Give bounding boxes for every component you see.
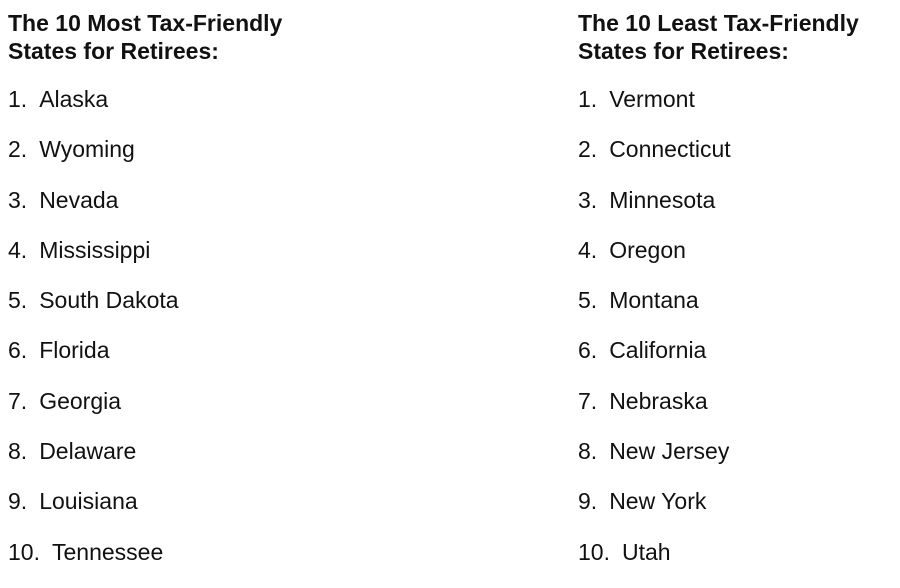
list-item: 10. Tennessee [8,538,282,588]
state-name: Montana [609,287,699,314]
state-name: Alaska [39,86,109,112]
rank-number: 10. [8,538,40,565]
rank-number: 3. [8,186,28,213]
rank-number: 9. [8,488,28,515]
state-name: New Jersey [609,438,730,465]
rank-number: 8. [578,438,598,465]
state-name: Delaware [39,438,137,465]
section-title: The 10 Least Tax-Friendly States for Ret… [578,9,859,65]
state-name: Wyoming [39,136,135,163]
title-line-1: The 10 Most Tax-Friendly [8,10,283,36]
state-name: Tennessee [51,538,164,565]
rank-number: 6. [8,337,28,364]
list-item: 5. Montana [578,286,859,336]
list-item: 8. Delaware [8,437,282,487]
list-item: 4. Mississippi [8,236,282,286]
list-item: 7. Georgia [8,387,282,437]
title-line-2: States for Retirees: [8,38,219,64]
list-item: 10. Utah [578,538,859,588]
section-title: The 10 Most Tax-Friendly States for Reti… [8,9,282,65]
most-tax-friendly-section: The 10 Most Tax-Friendly States for Reti… [8,9,282,588]
rank-number: 2. [8,136,28,163]
list-item: 8. New Jersey [578,437,859,487]
list-item: 5. South Dakota [8,286,282,336]
rank-number: 1. [8,86,28,112]
state-name: Louisiana [39,488,138,515]
rank-number: 10. [578,538,610,565]
least-tax-friendly-section: The 10 Least Tax-Friendly States for Ret… [578,9,859,588]
rank-number: 9. [578,488,598,515]
state-name: Nebraska [609,387,708,414]
list-item: 2. Connecticut [578,135,859,185]
title-line-1: The 10 Least Tax-Friendly [578,10,859,36]
state-name: South Dakota [39,287,179,314]
title-line-2: States for Retirees: [578,38,789,64]
state-name: California [609,337,707,364]
state-name: Vermont [609,86,695,112]
most-tax-friendly-list: 1. Alaska 2. Wyoming 3. Nevada 4. Mississippi 5.… [8,85,282,588]
state-name: Florida [39,337,110,364]
rank-number: 1. [578,86,598,112]
state-name: Oregon [609,236,686,263]
list-item: 3. Nevada [8,186,282,236]
state-name: Connecticut [609,136,731,163]
list-item: 7. Nebraska [578,387,859,437]
rank-number: 5. [578,287,598,314]
rank-number: 8. [8,438,28,465]
list-item: 1. Alaska [8,85,282,135]
state-name: Nevada [39,186,119,213]
rank-number: 7. [578,387,598,414]
rank-number: 2. [578,136,598,163]
list-item: 2. Wyoming [8,135,282,185]
rank-number: 3. [578,186,598,213]
least-tax-friendly-list: 1. Vermont 2. Connecticut 3. Minnesota 4. Orego… [578,85,859,588]
list-item: 6. Florida [8,336,282,386]
list-item: 6. California [578,336,859,386]
rank-number: 7. [8,387,28,414]
list-item: 4. Oregon [578,236,859,286]
state-name: Georgia [39,387,122,414]
state-name: Mississippi [39,236,151,263]
list-item: 9. New York [578,487,859,537]
state-name: Minnesota [609,186,716,213]
rank-number: 4. [8,236,28,263]
list-item: 3. Minnesota [578,186,859,236]
rank-number: 4. [578,236,598,263]
state-name: New York [609,488,707,515]
state-name: Utah [621,538,671,565]
rank-number: 6. [578,337,598,364]
rank-number: 5. [8,287,28,314]
list-item: 1. Vermont [578,85,859,135]
list-item: 9. Louisiana [8,487,282,537]
